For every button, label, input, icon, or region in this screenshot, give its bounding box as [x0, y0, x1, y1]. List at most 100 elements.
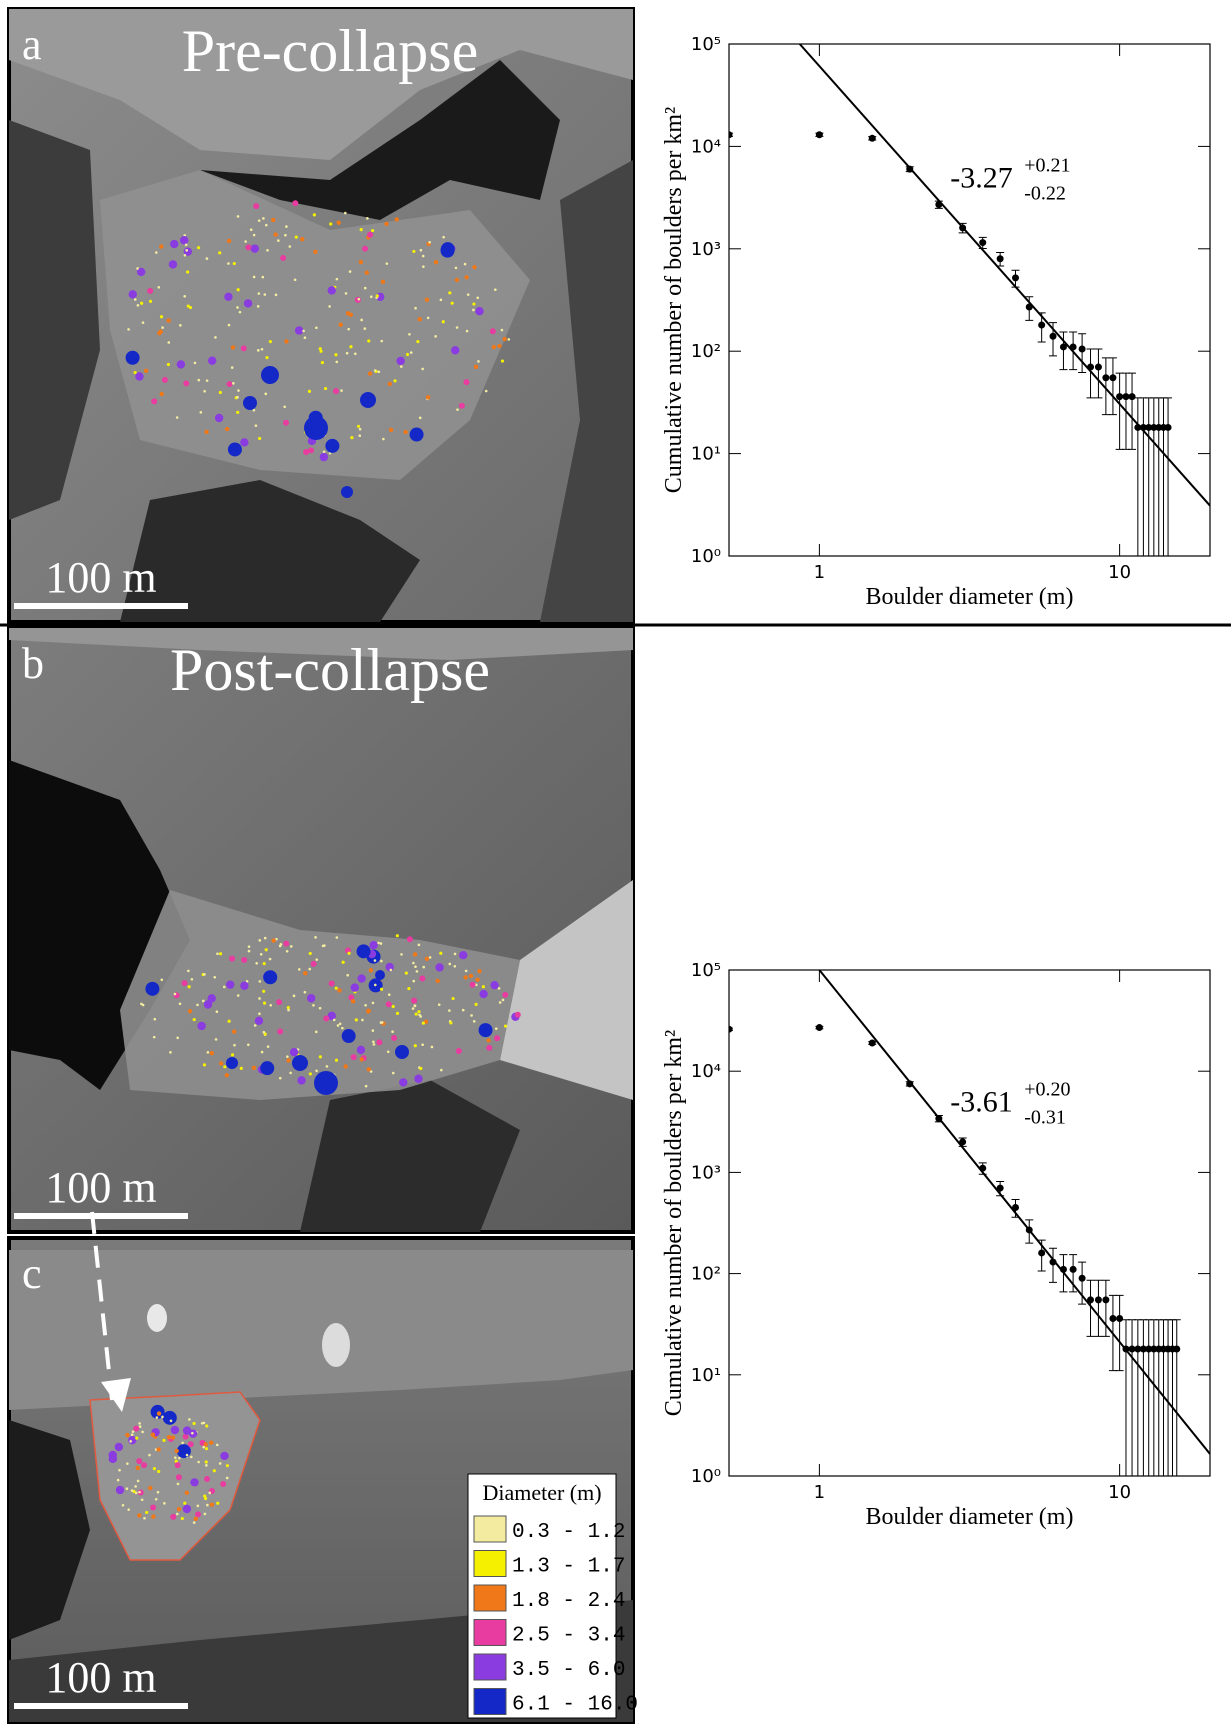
data-point	[1173, 1345, 1181, 1353]
boulder-dot	[453, 964, 457, 968]
boulder-dot	[284, 339, 289, 344]
boulder-dot	[380, 339, 384, 343]
boulder-dot	[218, 251, 222, 255]
boulder-dot	[252, 408, 256, 412]
boulder-dot	[469, 981, 476, 988]
boulder-dot	[182, 1504, 192, 1514]
plot-frame	[728, 43, 1211, 557]
boulder-dot	[203, 1512, 207, 1516]
boulder-dot	[260, 1050, 264, 1054]
data-point	[1094, 1296, 1102, 1304]
boulder-dot	[231, 1029, 237, 1034]
boulder-dot	[335, 277, 339, 281]
boulder-dot	[249, 228, 253, 231]
boulder-dot	[377, 370, 381, 374]
boulder-dot	[261, 366, 279, 384]
boulder-dot	[262, 217, 265, 220]
y-tick-label: 10²	[691, 1264, 721, 1285]
data-point	[1109, 1315, 1117, 1323]
y-tick-label: 10⁵	[691, 960, 721, 981]
data-point	[1049, 332, 1057, 340]
boulder-dot	[365, 1009, 371, 1014]
boulder-dot	[205, 1464, 208, 1467]
boulder-dot	[204, 429, 209, 435]
boulder-dot	[204, 1460, 208, 1464]
boulder-dot	[463, 975, 468, 980]
boulder-dot	[236, 994, 240, 997]
legend-swatch	[473, 1515, 507, 1543]
boulder-dot	[348, 312, 354, 317]
boulder-dot	[315, 1069, 318, 1073]
boulder-dot	[227, 323, 231, 327]
boulder-dot	[458, 402, 465, 409]
boulder-dot	[185, 249, 188, 252]
boulder-dot	[466, 293, 470, 296]
boulder-dot	[253, 1024, 257, 1027]
boulder-dot	[136, 267, 146, 277]
boulder-dot	[411, 997, 418, 1004]
boulder-dot	[476, 296, 480, 300]
plot-area	[729, 970, 1210, 1476]
data-point	[1164, 423, 1172, 431]
error-bar	[1101, 1279, 1110, 1337]
boulder-dot	[287, 1008, 290, 1012]
boulder-dot	[419, 248, 423, 252]
boulder-dot	[379, 987, 384, 991]
boulder-dot	[214, 413, 224, 423]
boulder-dot	[314, 1071, 338, 1095]
boulder-dot	[336, 220, 341, 225]
boulder-dot	[116, 1478, 120, 1482]
boulder-dot	[453, 952, 457, 956]
boulder-dot	[369, 1070, 373, 1073]
boulder-dot	[179, 236, 189, 245]
boulder-dot	[162, 1438, 166, 1442]
boulder-dot	[283, 940, 290, 947]
legend-swatch	[473, 1584, 507, 1612]
boulder-dot	[289, 1047, 299, 1057]
legend-label: 2.5 - 3.4	[512, 1625, 625, 1648]
boulder-dot	[196, 1504, 200, 1508]
data-point	[1102, 1296, 1110, 1304]
panel-title: Pre-collapse	[182, 18, 479, 84]
data-point	[1145, 423, 1153, 431]
boulder-dot	[293, 278, 297, 282]
data-point	[996, 1184, 1004, 1192]
boulder-dot	[186, 304, 190, 308]
boulder-dot	[472, 264, 477, 270]
boulder-dot	[308, 1072, 312, 1076]
boulder-dot	[237, 389, 240, 392]
scale-label: 100 m	[45, 1163, 156, 1212]
boulder-dot	[347, 327, 350, 331]
boulder-dot	[319, 349, 323, 353]
boulder-dot	[345, 351, 349, 355]
boulder-dot	[181, 980, 188, 987]
boulder-dot	[148, 1453, 151, 1457]
boulder-dot	[428, 240, 431, 244]
boulder-dot	[393, 379, 397, 383]
boulder-dot	[376, 1039, 383, 1046]
y-tick-label: 10⁰	[691, 546, 721, 567]
boulder-dot	[421, 1021, 425, 1025]
boulder-dot	[174, 1459, 178, 1463]
y-axis-title: Cumulative number of boulders per km²	[661, 1030, 687, 1416]
boulder-dot	[203, 1494, 207, 1498]
boulder-dot	[151, 398, 158, 405]
boulder-dot	[389, 968, 393, 972]
boulder-dot	[341, 1026, 344, 1030]
boulder-dot	[439, 951, 443, 955]
boulder-dot	[286, 1005, 290, 1010]
boulder-dot	[125, 1432, 130, 1438]
data-point	[1012, 274, 1020, 282]
panel-label: b	[22, 639, 44, 688]
error-bar	[1128, 1319, 1137, 1476]
boulder-dot	[350, 999, 356, 1004]
boulder-dot	[412, 979, 416, 983]
boulder-dot	[166, 318, 171, 323]
x-axis-title: Boulder diameter (m)	[866, 584, 1074, 610]
boulder-dot	[367, 231, 374, 238]
boulder-dot	[225, 1464, 230, 1468]
boulder-dot	[136, 1479, 140, 1483]
boulder-dot	[308, 447, 315, 454]
scale-bar	[14, 1703, 188, 1709]
boulder-dot	[315, 326, 318, 330]
